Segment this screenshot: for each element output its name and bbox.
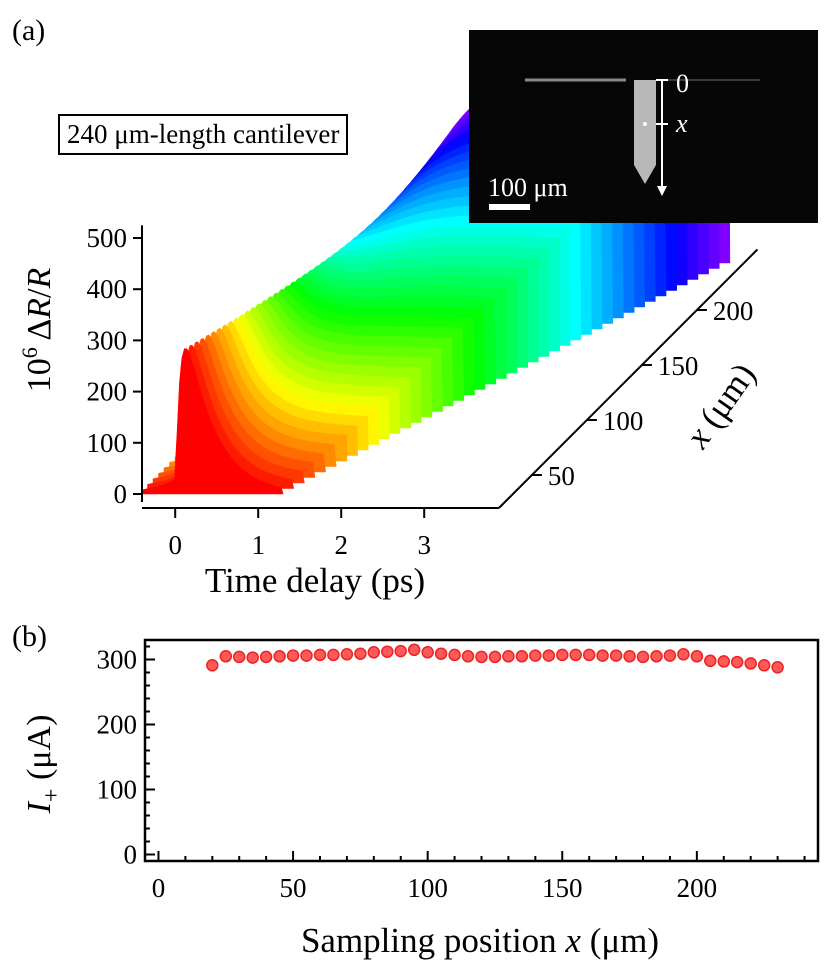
data-point <box>327 648 340 662</box>
microscope-inset: 0 x 100 μm <box>469 30 818 223</box>
data-point <box>677 648 690 661</box>
data-point <box>246 651 259 664</box>
data-point <box>461 650 475 663</box>
x-tick-label-b: 100 <box>407 873 448 903</box>
z-tick-label-a: 100 <box>603 406 644 436</box>
data-point <box>542 649 556 662</box>
data-point <box>206 659 219 672</box>
data-point <box>596 649 609 662</box>
inset-scale-bar <box>489 204 530 210</box>
x-axis-label-a: Time delay (ps) <box>205 561 425 600</box>
y-tick-label-b: 200 <box>97 710 138 740</box>
data-point <box>448 648 461 662</box>
data-point <box>609 649 623 662</box>
x-tick-label-a: 0 <box>168 530 182 560</box>
inset-scale-label: 100 μm <box>488 173 568 202</box>
data-point <box>394 644 407 658</box>
scatter-chart: 0 50 100 150 200 0 100 200 300 Sampling position… <box>21 638 820 960</box>
data-point <box>354 647 367 660</box>
data-point <box>475 650 488 664</box>
y-tick-label-a: 300 <box>87 325 128 355</box>
z-tick-label-a: 150 <box>658 351 699 381</box>
y-tick-label-b: 0 <box>124 840 138 870</box>
x-axis-label-b: Sampling position x (μm) <box>301 921 659 960</box>
data-point <box>556 648 569 662</box>
y-tick-label-a: 500 <box>87 223 128 253</box>
data-point <box>502 650 515 663</box>
data-point <box>488 650 502 664</box>
data-point <box>367 646 381 659</box>
z-tick-label-a: 200 <box>713 296 754 326</box>
y-tick-label-b: 100 <box>97 775 138 805</box>
y-tick-label-a: 100 <box>87 428 128 458</box>
z-axis-a <box>498 248 759 509</box>
data-point <box>273 650 286 663</box>
inset-cantilever <box>634 80 656 184</box>
data-point <box>704 654 717 668</box>
data-point <box>771 661 784 674</box>
data-point <box>407 643 421 657</box>
panel-a-label: (a) <box>12 14 46 47</box>
x-tick-label-b: 150 <box>542 873 583 903</box>
inset-arrow-head <box>657 186 667 196</box>
plot-frame-b <box>143 638 820 863</box>
inset-x-label: x <box>675 109 688 138</box>
data-point <box>313 648 327 662</box>
x-tick-label-b: 0 <box>152 873 166 903</box>
x-tick-label-a: 3 <box>417 530 431 560</box>
data-point <box>259 650 273 664</box>
y-tick-label-b: 300 <box>97 645 138 675</box>
data-point <box>340 648 354 661</box>
data-point <box>286 649 300 662</box>
panel-b-label: (b) <box>12 620 47 653</box>
data-point <box>515 650 529 663</box>
data-point <box>744 657 757 670</box>
data-point <box>623 650 636 663</box>
x-tick-label-a: 1 <box>251 530 265 560</box>
data-point <box>232 650 246 664</box>
data-point <box>717 655 731 668</box>
trace-x-20 <box>141 348 284 495</box>
data-point <box>757 659 771 672</box>
data-point <box>529 649 542 662</box>
x-tick-label-a: 2 <box>334 530 348 560</box>
data-point <box>300 649 313 662</box>
data-point <box>219 650 233 663</box>
data-point <box>381 645 394 658</box>
cantilever-annotation: 240 μm-length cantilever <box>58 114 349 155</box>
x-tick-label-b: 50 <box>280 873 307 903</box>
data-point <box>582 648 596 662</box>
y-axis-label-a: 106 ΔR/R <box>17 268 58 393</box>
y-tick-label-a: 200 <box>87 377 128 407</box>
inset-sample-spot <box>643 122 647 126</box>
inset-zero-label: 0 <box>676 69 689 98</box>
data-point <box>663 649 677 662</box>
x-tick-label-b: 200 <box>677 873 718 903</box>
z-tick-label-a: 50 <box>548 461 575 491</box>
data-point <box>730 655 744 669</box>
data-point <box>636 650 650 664</box>
y-tick-label-a: 400 <box>87 274 128 304</box>
data-point <box>650 650 663 663</box>
waterfall-chart: 0 100 200 300 400 500 0 1 2 3 50 100 150 200 106 ΔR/R… <box>17 30 818 600</box>
y-axis-label-b: I+ (μA) <box>21 715 65 815</box>
data-point <box>434 647 448 660</box>
data-point <box>569 648 582 662</box>
data-point <box>421 646 434 659</box>
y-tick-label-a: 0 <box>114 479 128 509</box>
data-point <box>690 650 704 663</box>
